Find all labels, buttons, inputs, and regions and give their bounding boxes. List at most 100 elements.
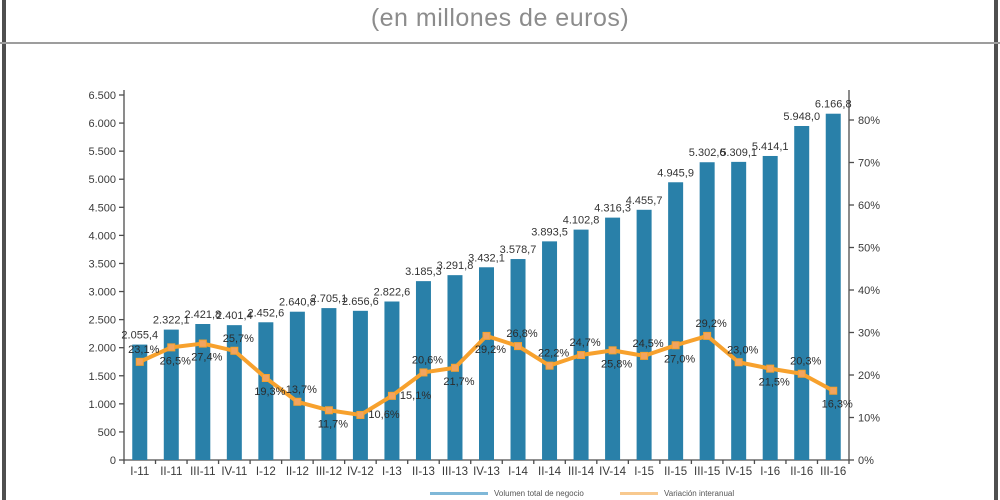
bar-value-label: 2.322,1	[153, 315, 190, 327]
y-axis-left-tick-label: 2.000	[88, 343, 116, 355]
y-axis-right-tick-label: 50%	[858, 243, 880, 255]
line-marker	[766, 364, 775, 373]
bar	[163, 329, 179, 460]
x-axis-category-label: II-16	[790, 466, 813, 478]
y-axis-left-tick-label: 2.500	[88, 315, 116, 327]
x-axis-category-label: I-15	[634, 466, 654, 478]
line-pct-label: 26,8%	[506, 328, 537, 340]
bar	[510, 259, 526, 460]
line-pct-label: 13,7%	[286, 384, 317, 396]
chart-canvas: 0 500 1.000 1.500 2.000 2.500 3.000 3.500 4.000 4…	[88, 90, 880, 478]
bar	[479, 267, 494, 460]
x-axis-category-label: IV-13	[473, 466, 500, 478]
y-axis-right-tick-label: 60%	[858, 200, 880, 212]
y-axis-left-tick-label: 6.000	[88, 118, 116, 130]
line-pct-label: 15,1%	[400, 390, 431, 402]
bar	[352, 310, 368, 460]
bar-value-label: 2.452,6	[247, 307, 284, 319]
line-marker	[450, 363, 459, 372]
line-pct-label: 29,2%	[696, 318, 727, 330]
line-pct-label: 16,3%	[822, 399, 853, 411]
y-axis-left-tick-label: 4.500	[88, 202, 116, 214]
line-pct-label: 27,0%	[664, 353, 695, 365]
line-pct-label: 23,1%	[128, 344, 159, 356]
window-border-left	[2, 0, 6, 500]
y-axis-left-tick-label: 4.000	[88, 230, 116, 242]
x-axis-category-label: I-12	[256, 466, 276, 478]
bar	[605, 217, 621, 460]
bar-value-label: 2.055,4	[121, 330, 158, 342]
line-marker	[514, 342, 523, 351]
line-pct-label: 25,8%	[601, 358, 632, 370]
bar-value-label: 3.578,7	[500, 244, 537, 256]
bar-value-label: 3.185,3	[405, 266, 442, 278]
title-separator	[0, 42, 1000, 44]
line-pct-label: 23,0%	[727, 344, 758, 356]
bar	[636, 209, 652, 460]
line-marker	[419, 368, 428, 377]
y-axis-left-tick-label: 0	[110, 455, 116, 467]
x-axis-category-label: III-12	[316, 466, 342, 478]
line-pct-label: 11,7%	[318, 418, 349, 430]
x-axis-category-label: III-14	[568, 466, 595, 478]
bar	[794, 125, 810, 461]
legend-label-volume: Volumen total de negocio	[494, 488, 584, 498]
line-pct-label: 26,5%	[160, 355, 191, 367]
line-marker	[198, 339, 207, 348]
x-axis-category-label: IV-11	[221, 466, 247, 478]
y-axis-right-tick-label: 10%	[858, 413, 880, 425]
bar	[731, 161, 747, 461]
bar-value-label: 2.640,8	[279, 297, 316, 309]
line-pct-label: 25,7%	[223, 333, 254, 345]
x-axis-category-label: III-15	[694, 466, 720, 478]
x-axis-category-label: IV-14	[599, 466, 626, 478]
bar-value-label: 2.656,6	[342, 296, 379, 308]
line-marker	[230, 346, 239, 355]
y-axis-right-tick-label: 0%	[858, 455, 874, 467]
line-pct-label: 21,5%	[759, 377, 790, 389]
bar-value-label: 6.166,8	[815, 99, 852, 111]
y-axis-right-tick-label: 70%	[858, 158, 880, 170]
bar	[289, 311, 305, 460]
line-pct-label: 29,2%	[475, 344, 506, 356]
line-marker	[167, 343, 176, 352]
bar	[321, 308, 337, 460]
bar-value-label: 4.945,9	[657, 167, 694, 179]
bar-value-label: 4.455,7	[626, 195, 663, 207]
x-axis-category-label: III-16	[820, 466, 846, 478]
x-axis-category-label: II-14	[538, 466, 562, 478]
line-marker	[135, 357, 144, 366]
line-marker	[640, 351, 649, 360]
bar	[542, 241, 558, 460]
line-pct-label: 24,5%	[633, 338, 664, 350]
bar-value-label: 2.822,6	[374, 287, 411, 299]
x-axis-category-label: I-16	[760, 466, 780, 478]
line-marker	[734, 358, 743, 367]
y-axis-right-tick-label: 40%	[858, 285, 880, 297]
x-axis-category-label: II-12	[286, 466, 309, 478]
line-pct-label: 20,6%	[412, 354, 443, 366]
y-axis-left-tick-label: 6.500	[88, 90, 116, 102]
x-axis-category-label: I-14	[508, 466, 528, 478]
bar-value-label: 2.401,4	[216, 310, 253, 322]
x-axis-category-label: I-11	[130, 466, 149, 478]
bar-value-label: 2.705,1	[311, 293, 348, 305]
bar-value-label: 5.302,6	[689, 147, 726, 159]
bar	[573, 229, 589, 460]
bar	[258, 322, 274, 460]
line-pct-label: 21,7%	[443, 376, 474, 388]
x-axis-category-label: I-13	[382, 466, 402, 478]
bar-value-label: 5.414,1	[752, 141, 789, 153]
line-pct-label: 27,4%	[191, 352, 222, 364]
bar	[226, 325, 242, 460]
window-border-right	[994, 0, 998, 500]
bar	[699, 162, 715, 460]
line-pct-label: 22,2%	[538, 348, 569, 360]
x-axis-category-label: III-11	[190, 466, 215, 478]
line-marker	[387, 391, 396, 400]
line-marker	[261, 373, 270, 382]
line-marker	[356, 410, 365, 419]
line-marker	[797, 369, 806, 378]
y-axis-left-tick-label: 5.500	[88, 146, 116, 158]
line-marker	[293, 397, 302, 406]
